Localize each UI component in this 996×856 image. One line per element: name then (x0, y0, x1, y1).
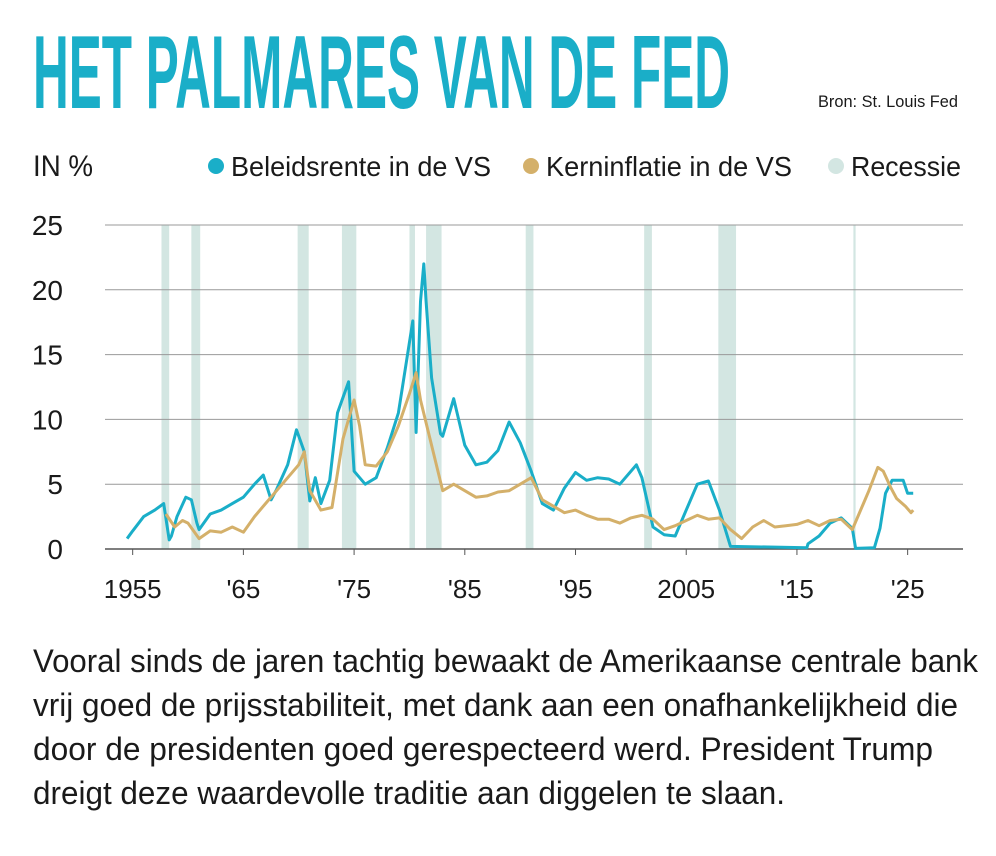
legend-label: Recessie (851, 151, 961, 182)
y-tick-label: 20 (32, 275, 63, 306)
legend: Beleidsrente in de VS Kerninflatie in de … (208, 151, 961, 182)
legend-swatch (523, 158, 539, 174)
recession-band (525, 225, 534, 549)
series-line (125, 262, 914, 550)
x-tick-label: 1955 (104, 574, 162, 604)
recession-band (853, 225, 856, 549)
legend-label: Beleidsrente in de VS (231, 151, 491, 182)
y-tick-label: 0 (47, 534, 63, 565)
caption-line: door de presidenten goed gerespecteerd w… (33, 731, 933, 767)
legend-label: Kerninflatie in de VS (546, 151, 792, 182)
recession-band (297, 225, 309, 549)
y-tick-label: 5 (47, 469, 63, 500)
recession-band (644, 225, 652, 549)
x-tick-label: '85 (448, 574, 482, 604)
caption: Vooral sinds de jaren tachtig bewaakt de… (33, 643, 979, 811)
recession-band (161, 225, 170, 549)
series-line (164, 371, 915, 541)
x-tick-label: 2005 (657, 574, 715, 604)
x-tick-label: '95 (559, 574, 593, 604)
source: Bron: St. Louis Fed (818, 92, 958, 111)
plot: 0 5 10 15 20 25 1955 '65 '75 '85 '95 2005 '15 '25 (32, 210, 963, 604)
caption-line: vrij goed de prijsstabiliteit, met dank … (33, 687, 958, 723)
y-tick-label: 25 (32, 210, 63, 241)
x-tick-label: '25 (891, 574, 925, 604)
x-tick-label: '15 (780, 574, 814, 604)
y-tick-label: 10 (32, 404, 63, 435)
caption-line: dreigt deze waardevolle traditie aan dig… (33, 775, 785, 811)
x-tick-label: '65 (226, 574, 260, 604)
y-axis-label: IN % (33, 150, 93, 183)
recession-band (191, 225, 201, 549)
legend-swatch (828, 158, 844, 174)
chart-title: HET PALMARES VAN DE FED (33, 15, 730, 131)
y-tick-label: 15 (32, 340, 63, 371)
legend-swatch (208, 158, 224, 174)
recession-band (718, 225, 737, 549)
x-tick-label: '75 (337, 574, 371, 604)
caption-line: Vooral sinds de jaren tachtig bewaakt de… (33, 643, 979, 679)
